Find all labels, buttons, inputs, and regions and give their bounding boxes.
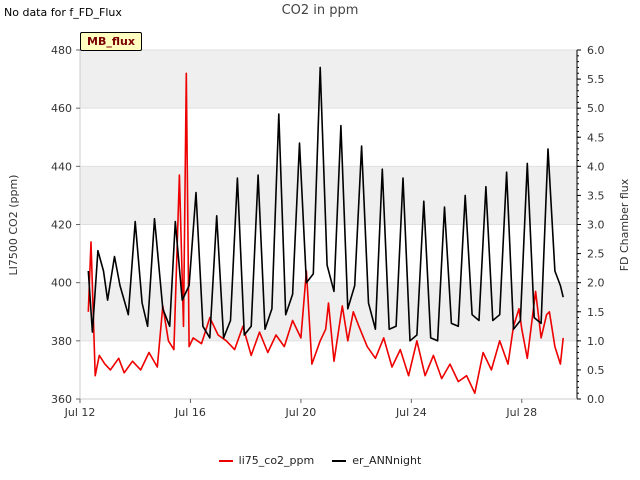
y2-axis-label: FD Chamber flux <box>618 178 631 271</box>
legend: li75_co2_ppm er_ANNnight <box>0 454 640 467</box>
series-line-li75_co2_ppm <box>87 72 564 395</box>
y2-tick-label-5.5: 5.5 <box>587 73 605 86</box>
y-tick-label-360: 360 <box>51 393 72 406</box>
y-axis-label: LI7500 CO2 (ppm) <box>7 175 20 276</box>
band-1 <box>80 166 577 225</box>
y2-tick-label-2.5: 2.5 <box>587 248 605 261</box>
y2-tick-label-4.5: 4.5 <box>587 131 605 144</box>
y-tick-label-460: 460 <box>51 102 72 115</box>
y2-tick-label-2.0: 2.0 <box>587 277 605 290</box>
legend-label-er-annnight: er_ANNnight <box>352 454 422 467</box>
no-data-note: No data for f_FD_Flux <box>4 6 122 19</box>
band-2 <box>80 282 577 341</box>
chart-title: CO2 in ppm <box>281 3 359 18</box>
y-tick-label-400: 400 <box>51 277 72 290</box>
y2-tick-label-5.0: 5.0 <box>587 102 605 115</box>
x-tick-label-20: Jul 20 <box>285 406 317 419</box>
y-tick-label-380: 380 <box>51 335 72 348</box>
y2-tick-label-3.0: 3.0 <box>587 219 605 232</box>
legend-item-er-annnight[interactable]: er_ANNnight <box>332 454 421 467</box>
x-tick-label-24: Jul 24 <box>395 406 427 419</box>
legend-label-li75: li75_co2_ppm <box>238 454 315 467</box>
band-0 <box>80 50 577 109</box>
x-tick-label-16: Jul 16 <box>174 406 206 419</box>
y2-tick-label-3.5: 3.5 <box>587 189 605 202</box>
series-line-er_ANNnight <box>87 66 564 342</box>
mb-flux-badge: MB_flux <box>80 32 142 51</box>
y-tick-label-440: 440 <box>51 160 72 173</box>
y2-tick-label-0.5: 0.5 <box>587 364 605 377</box>
y-tick-label-420: 420 <box>51 219 72 232</box>
legend-swatch-er-annnight <box>332 459 347 462</box>
y2-tick-label-4.0: 4.0 <box>587 160 605 173</box>
legend-swatch-li75 <box>218 459 233 462</box>
x-tick-label-28: Jul 28 <box>505 406 537 419</box>
y2-tick-label-1.5: 1.5 <box>587 306 605 319</box>
legend-item-li75[interactable]: li75_co2_ppm <box>218 454 315 467</box>
y2-tick-label-1.0: 1.0 <box>587 335 605 348</box>
x-tick-label-12: Jul 12 <box>64 406 96 419</box>
y2-tick-label-6.0: 6.0 <box>587 44 605 57</box>
y-tick-label-480: 480 <box>51 44 72 57</box>
y2-tick-label-0.0: 0.0 <box>587 393 605 406</box>
